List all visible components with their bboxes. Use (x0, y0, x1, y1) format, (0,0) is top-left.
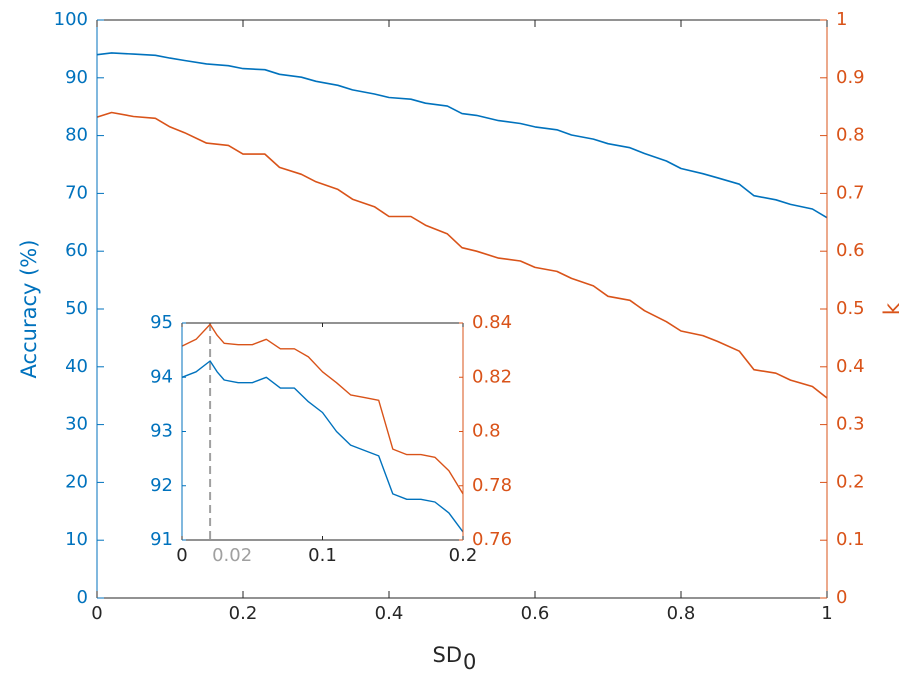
inset-x-tick-label: 0 (176, 545, 187, 566)
inset-y-right-tick-label: 0.78 (472, 475, 512, 496)
main-x-tick-label: 0.6 (521, 603, 550, 624)
inset-y-left-tick-label: 92 (150, 475, 173, 496)
main-y-left-tick-label: 10 (65, 529, 88, 550)
main-x-tick-label: 0.8 (667, 603, 696, 624)
inset-accuracy-line (181, 360, 464, 533)
inset-y-right-tick-label: 0.76 (472, 529, 512, 550)
main-y-right-tick-label: 0.3 (836, 414, 865, 435)
main-y-left-tick-label: 0 (77, 587, 88, 608)
inset-plot: 0 0.1 0.2 91 92 93 94 95 0.76 0.78 0.8 0.82 0.84 0.02 (150, 312, 512, 566)
inset-k-line (181, 323, 464, 495)
main-y-right-tick-label: 0.4 (836, 356, 865, 377)
main-y-left-tick-label: 70 (65, 182, 88, 203)
inset-x-tick-label: 0.1 (308, 545, 337, 566)
main-y-right-tick-label: 0.5 (836, 298, 865, 319)
main-plot: 0 0.2 0.4 0.6 0.8 1010203040506070809010000.1… (17, 9, 904, 673)
main-y-right-tick-label: 0.8 (836, 125, 865, 146)
inset-y-left-tick-label: 94 (150, 366, 173, 387)
main-y-left-tick-label: 80 (65, 125, 88, 146)
inset-y-left-tick-label: 95 (150, 312, 173, 333)
main-y-left-tick-label: 90 (65, 67, 88, 88)
main-y-left-axis-label: Accuracy (%) (17, 240, 41, 379)
main-y-right-axis-label: k (880, 302, 904, 315)
main-y-left-tick-label: 40 (65, 356, 88, 377)
inset-y-left-tick-label: 91 (150, 529, 173, 550)
inset-x-tick-label: 0.2 (449, 545, 478, 566)
main-y-left-tick-label: 20 (65, 471, 88, 492)
main-x-tick-label: 0.2 (229, 603, 258, 624)
main-y-left-tick-label: 100 (54, 9, 88, 30)
inset-y-right-tick-label: 0.82 (472, 366, 512, 387)
main-y-left-tick-label: 30 (65, 414, 88, 435)
main-y-right-tick-label: 0.1 (836, 529, 865, 550)
main-x-tick-label: 0 (91, 603, 102, 624)
main-y-right-tick-label: 0 (836, 587, 847, 608)
main-accuracy-line (96, 52, 828, 219)
main-y-right-tick-label: 1 (836, 9, 847, 30)
inset-marker-label: 0.02 (212, 545, 252, 566)
main-x-tick-label: 0.4 (375, 603, 404, 624)
main-y-right-tick-label: 0.7 (836, 182, 865, 203)
inset-plot-area (182, 323, 463, 540)
main-y-right-tick-label: 0.6 (836, 240, 865, 261)
main-y-right-tick-label: 0.9 (836, 67, 865, 88)
main-y-right-tick-label: 0.2 (836, 471, 865, 492)
inset-y-right-tick-label: 0.84 (472, 312, 512, 333)
main-x-tick-label: 1 (821, 603, 832, 624)
main-x-axis-label: SD (432, 643, 462, 667)
main-x-axis-label-subscript: 0 (463, 650, 476, 673)
main-y-left-tick-label: 50 (65, 298, 88, 319)
main-k-line (96, 111, 828, 399)
main-y-left-tick-label: 60 (65, 240, 88, 261)
inset-y-left-tick-label: 93 (150, 421, 173, 442)
inset-y-right-tick-label: 0.8 (472, 421, 501, 442)
